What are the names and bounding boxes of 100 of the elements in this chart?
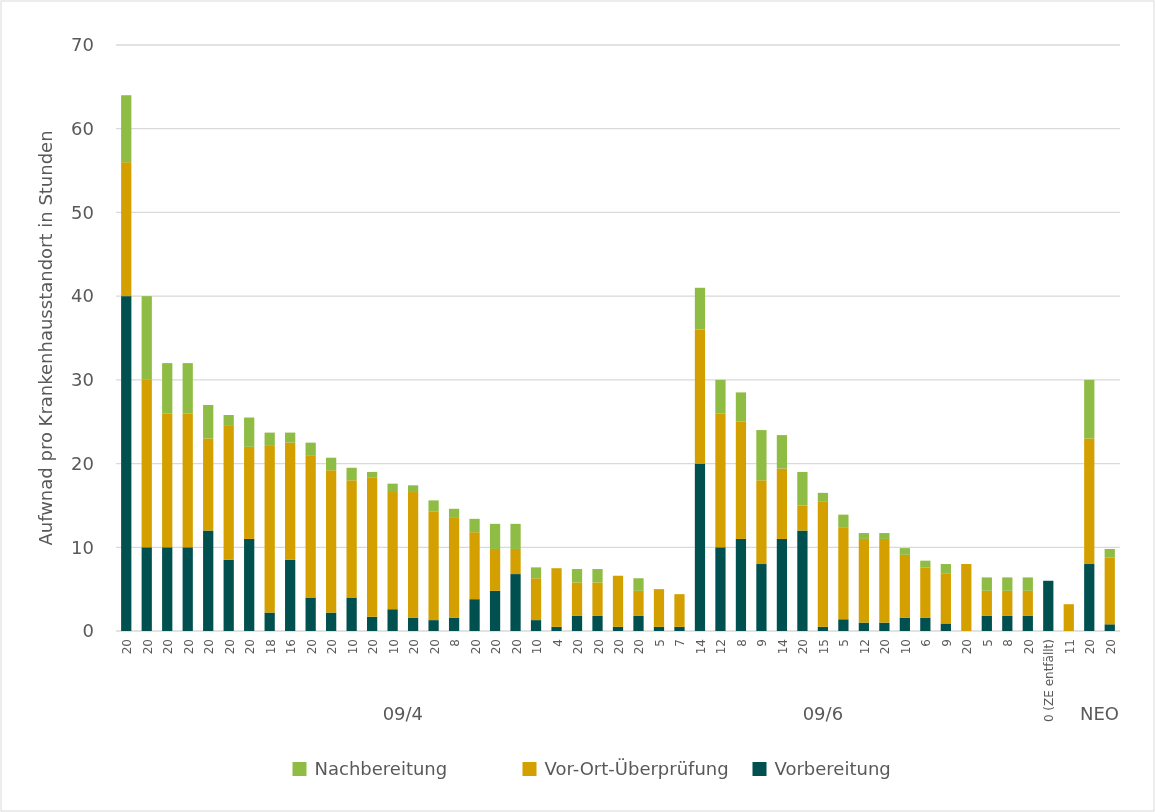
x-tick-label: 14 <box>775 639 790 655</box>
x-tick-label: 20 <box>632 639 647 655</box>
bar <box>387 492 398 610</box>
bar <box>141 379 152 548</box>
bar <box>756 564 767 631</box>
bar <box>367 477 378 617</box>
x-tick-label: 14 <box>693 639 708 655</box>
bar <box>489 548 501 591</box>
y-tick-label: 0 <box>82 620 94 642</box>
bar <box>121 296 132 631</box>
x-tick-label: 6 <box>919 639 934 647</box>
bar <box>674 594 685 627</box>
text: 09/6 <box>802 703 844 724</box>
bar <box>367 616 378 631</box>
bar <box>961 564 972 631</box>
bar <box>1084 438 1095 565</box>
bar <box>612 575 624 627</box>
bar <box>1104 557 1115 625</box>
x-tick-label: 8 <box>1001 639 1016 647</box>
x-tick-label: 7 <box>673 639 688 647</box>
bar <box>899 617 910 631</box>
bar <box>407 617 419 631</box>
y-tick-label: 20 <box>71 452 94 474</box>
bar <box>735 392 747 422</box>
bar <box>162 413 173 548</box>
bar <box>223 425 234 560</box>
bar <box>489 590 501 631</box>
bar <box>510 574 521 631</box>
bar <box>940 564 951 574</box>
y-axis-title: Aufwnad pro Krankenhausstandort in Stunden <box>35 130 56 546</box>
bar <box>674 626 685 631</box>
x-tick-label: 10 <box>530 639 545 655</box>
bar <box>653 589 665 627</box>
bar <box>879 622 890 631</box>
bar <box>858 538 869 623</box>
x-tick-label: 20 <box>612 639 626 655</box>
x-tick-label: 10 <box>345 639 360 655</box>
bar <box>285 559 296 631</box>
bar <box>203 530 214 631</box>
bar <box>838 527 849 620</box>
bar <box>182 547 193 631</box>
y-tick-label: 30 <box>71 369 94 391</box>
bar <box>715 379 726 414</box>
x-tick-label: 20 <box>1103 639 1118 655</box>
bar <box>428 500 439 512</box>
bar <box>551 568 562 627</box>
bar <box>817 492 829 502</box>
x-tick-label: 20 <box>202 639 217 655</box>
bar <box>879 538 890 623</box>
bar <box>776 538 788 631</box>
bar <box>817 501 829 627</box>
y-tick-label: 60 <box>71 118 94 140</box>
bar <box>203 438 214 531</box>
bar <box>899 548 910 555</box>
bar <box>551 626 562 631</box>
bar <box>305 455 316 598</box>
bar <box>1104 624 1115 631</box>
bar <box>141 296 152 380</box>
bar <box>285 432 296 443</box>
bar <box>633 578 644 591</box>
x-tick-label: 20 <box>878 639 893 655</box>
text: NEO <box>1080 703 1120 724</box>
bar <box>121 162 132 297</box>
bar <box>407 485 419 493</box>
bar <box>571 569 583 583</box>
bar <box>920 567 931 618</box>
bar <box>981 590 992 616</box>
bar <box>387 483 398 493</box>
bar <box>305 597 316 631</box>
bar <box>633 615 644 631</box>
bar <box>715 547 726 631</box>
bar <box>756 480 767 565</box>
x-tick-label: 18 <box>263 639 278 655</box>
x-tick-label: 20 <box>489 639 504 655</box>
legend-label: Vor-Ort-Überprüfung <box>544 758 729 780</box>
bar <box>326 612 337 631</box>
x-tick-label: 12 <box>714 639 729 655</box>
bar <box>940 573 951 624</box>
bar <box>1002 590 1013 616</box>
bar <box>920 617 931 631</box>
bar <box>387 609 398 631</box>
bar <box>530 620 542 631</box>
bar <box>940 623 951 631</box>
bar <box>571 615 583 631</box>
bar <box>530 578 542 621</box>
bar <box>592 569 603 583</box>
bar <box>592 582 603 616</box>
x-tick-label: 20 <box>120 639 135 655</box>
bar <box>469 599 480 631</box>
x-tick-label: 20 <box>243 639 258 655</box>
x-tick-label: 4 <box>550 639 565 647</box>
x-tick-label: 20 <box>222 639 237 655</box>
bar <box>899 554 910 618</box>
x-tick-label: 20 <box>1021 639 1036 655</box>
bar <box>612 626 624 631</box>
legend-label: Vorbereitung <box>774 758 891 780</box>
bar <box>694 463 706 631</box>
bar <box>1063 604 1074 631</box>
bar <box>735 421 747 539</box>
x-tick-label: 20 <box>468 639 483 655</box>
